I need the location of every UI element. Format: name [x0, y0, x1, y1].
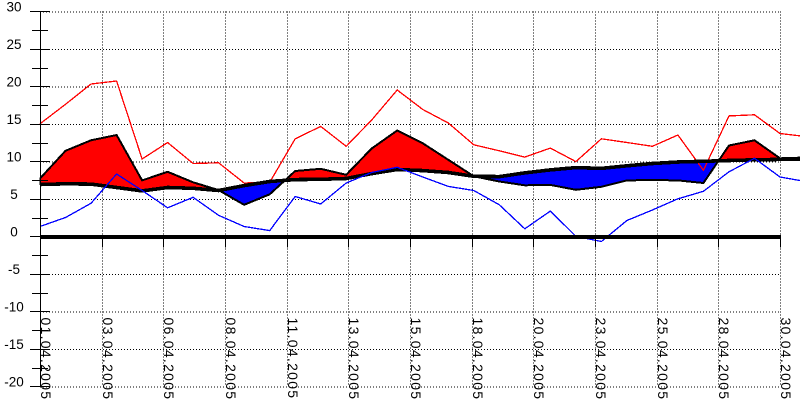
- y-axis-label: 5: [10, 187, 18, 202]
- mean-temperature-line: [39, 129, 800, 206]
- x-axis-label: 28.04.2005: [716, 318, 732, 400]
- x-axis-label: 20.04.2005: [531, 318, 547, 400]
- y-axis-label: 25: [6, 37, 21, 52]
- y-axis-label: 30: [6, 0, 21, 14]
- y-axis-label: 20: [6, 74, 21, 89]
- x-axis-label: 13.04.2005: [346, 318, 362, 400]
- x-axis-label: 01.04.2005: [38, 318, 54, 400]
- min-temperature-line: [39, 157, 800, 243]
- x-axis-label: 25.04.2005: [655, 318, 671, 400]
- x-axis-label: 11.04.2005: [285, 318, 301, 400]
- normal-temperature-line: [39, 157, 800, 193]
- x-axis-label: 15.04.2005: [408, 318, 424, 400]
- x-axis-label: 08.04.2005: [223, 318, 239, 400]
- x-axis-label: 03.04.2005: [100, 318, 116, 400]
- x-axis-label: 06.04.2005: [161, 318, 177, 400]
- x-axis-label: 23.04.2005: [593, 318, 609, 400]
- y-axis-label: -20: [4, 374, 24, 389]
- y-axis-label: -5: [8, 262, 20, 277]
- x-axis-label: 30.04.2005: [778, 318, 794, 400]
- y-axis-label: -15: [4, 337, 24, 352]
- y-axis-label: 10: [6, 149, 21, 164]
- max-temperature-line: [39, 80, 800, 184]
- y-axis-label: -10: [4, 299, 24, 314]
- y-axis-label: 0: [10, 224, 18, 239]
- y-axis-label: 15: [6, 112, 21, 127]
- x-axis-label: 18.04.2005: [470, 318, 486, 400]
